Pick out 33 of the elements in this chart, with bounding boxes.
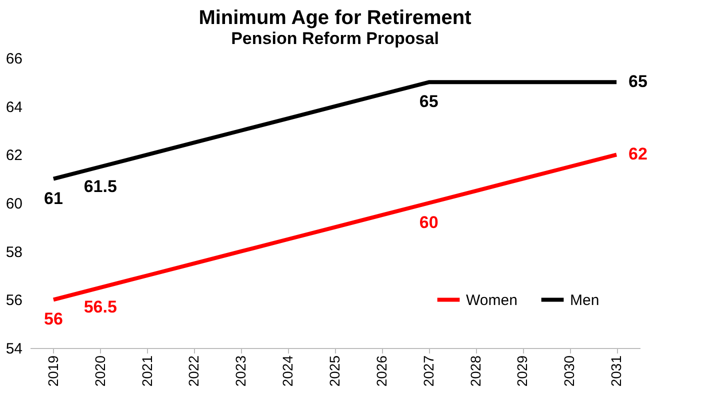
x-tick-label: 2029 xyxy=(514,355,530,387)
chart-subtitle: Pension Reform Proposal xyxy=(231,29,439,48)
x-tick-label: 2019 xyxy=(44,355,61,387)
x-tick-label: 2022 xyxy=(186,355,202,387)
legend-label: Women xyxy=(466,292,518,309)
chart-title: Minimum Age for Retirement xyxy=(198,7,472,29)
data-label: 61 xyxy=(44,188,63,208)
y-tick-label: 60 xyxy=(6,196,22,212)
y-tick-label: 58 xyxy=(6,244,22,261)
y-tick-label: 54 xyxy=(6,340,22,358)
x-tick-label: 2027 xyxy=(420,355,436,387)
data-label: 60 xyxy=(419,213,438,232)
y-tick-label: 64 xyxy=(6,98,22,116)
x-tick-label: 2031 xyxy=(608,355,624,387)
x-tick-label: 2020 xyxy=(92,355,108,387)
line-series xyxy=(51,80,619,181)
x-tick-label: 2024 xyxy=(280,355,296,387)
x-tick-label: 2025 xyxy=(326,355,342,387)
x-tick-label: 2026 xyxy=(373,355,390,387)
data-label: 56 xyxy=(44,310,63,329)
y-tick-label: 66 xyxy=(6,50,22,68)
data-label: 65 xyxy=(419,92,438,112)
data-label: 65 xyxy=(628,72,648,92)
x-tick-label: 2021 xyxy=(138,355,155,387)
x-tick-label: 2030 xyxy=(561,355,578,387)
y-tick-label: 62 xyxy=(6,147,22,164)
data-label: 61.5 xyxy=(84,176,117,196)
data-label: 56.5 xyxy=(84,298,117,317)
x-tick-label: 2023 xyxy=(232,355,249,387)
legend-label: Men xyxy=(570,292,600,309)
y-tick-label: 56 xyxy=(6,292,22,310)
data-label: 62 xyxy=(628,144,648,164)
x-tick-label: 2028 xyxy=(467,355,484,387)
